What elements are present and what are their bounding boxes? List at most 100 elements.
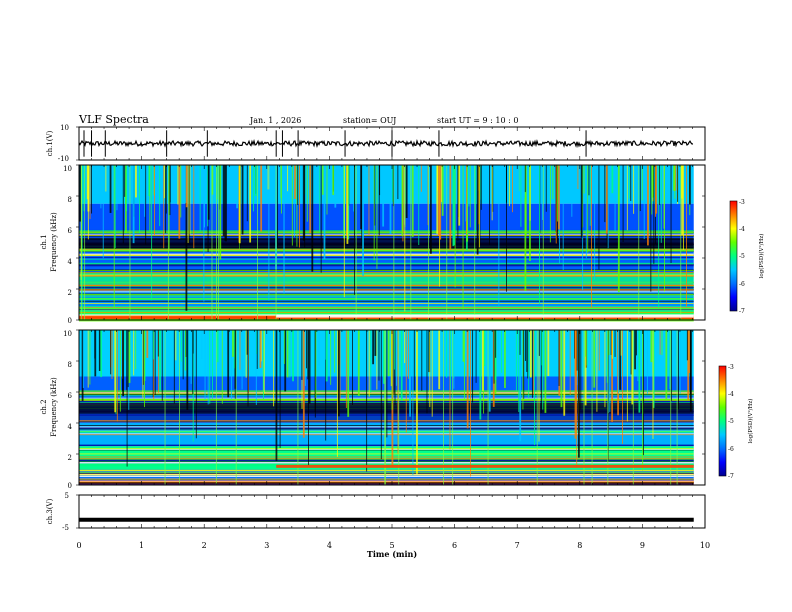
impulsive-streak (454, 165, 456, 288)
impulsive-streak (193, 165, 195, 249)
xtick-4: 4 (327, 541, 332, 550)
narrowband-line (79, 483, 694, 485)
impulsive-streak (493, 330, 495, 384)
fullheight-line (676, 330, 678, 485)
ch1-ticks (76, 126, 706, 161)
impulsive-streak (199, 165, 201, 232)
impulsive-streak (149, 165, 151, 232)
impulsive-streak (207, 165, 209, 227)
impulsive-streak (308, 165, 310, 202)
impulsive-streak (308, 330, 311, 404)
impulsive-streak (122, 330, 125, 397)
impulsive-streak (479, 165, 481, 246)
impulsive-streak (607, 165, 609, 249)
impulsive-streak (87, 165, 90, 212)
narrowband-line (79, 254, 694, 257)
impulsive-streak (209, 330, 211, 404)
impulsive-streak (688, 330, 691, 374)
impulsive-streak (273, 330, 275, 407)
impulsive-streak (152, 330, 154, 398)
impulsive-streak (674, 330, 676, 357)
impulsive-streak (502, 165, 504, 197)
fullheight-line (211, 165, 213, 320)
impulsive-streak (308, 330, 309, 466)
impulsive-streak (408, 330, 410, 379)
impulsive-streak (386, 330, 388, 438)
ch2-colorbar-label: log(PSD)(V²/Hz) (747, 399, 754, 444)
fullheight-line (129, 165, 131, 320)
narrowband-line (79, 433, 694, 435)
fullheight-line (164, 330, 166, 485)
impulsive-streak (462, 165, 464, 310)
impulsive-streak (126, 330, 128, 467)
impulsive-streak (185, 165, 188, 208)
impulsive-streak (630, 330, 632, 375)
impulsive-streak (296, 165, 298, 247)
impulsive-streak (405, 165, 408, 219)
fullheight-line (536, 330, 538, 485)
step-change-band (276, 464, 694, 468)
impulsive-streak (184, 330, 186, 371)
impulsive-streak (219, 165, 222, 260)
xtick-2: 2 (202, 541, 207, 550)
impulsive-streak (498, 165, 500, 306)
ch2-spec-ylabel-frequency: Frequency (kHz) (50, 377, 58, 437)
narrowband-line (79, 281, 694, 284)
impulsive-streak (658, 165, 660, 206)
impulsive-streak (301, 330, 303, 380)
fullheight-line (487, 330, 489, 485)
station-label: station= OUJ (343, 116, 396, 125)
impulsive-streak (452, 165, 455, 247)
narrowband-line (79, 262, 694, 264)
impulsive-streak (674, 165, 676, 199)
impulsive-streak (297, 165, 299, 206)
narrowband-line (79, 257, 694, 258)
impulsive-streak (304, 330, 306, 386)
impulsive-streak (311, 165, 314, 272)
impulsive-streak (574, 330, 577, 439)
impulsive-streak (145, 165, 147, 245)
impulsive-streak (139, 165, 140, 234)
impulsive-streak (353, 165, 355, 212)
ch1-colorbar-label: log(PSD)(V²/Hz) (758, 234, 765, 279)
impulsive-streak (256, 330, 258, 369)
impulsive-streak (524, 165, 527, 291)
fullheight-line (257, 165, 258, 320)
impulsive-streak (337, 330, 340, 417)
impulsive-streak (180, 165, 182, 218)
narrowband-line (79, 448, 694, 450)
narrowband-line (79, 431, 694, 433)
impulsive-streak (124, 165, 126, 197)
impulsive-streak (302, 165, 305, 241)
impulsive-streak (637, 330, 639, 382)
fullheight-line (583, 330, 585, 485)
impulsive-streak (457, 165, 459, 241)
impulsive-streak (232, 330, 234, 357)
fullheight-line (632, 330, 634, 485)
impulsive-streak (598, 330, 600, 371)
fullheight-line (393, 165, 395, 320)
impulsive-streak (577, 330, 580, 458)
fullheight-line (607, 330, 609, 485)
impulsive-streak (177, 165, 179, 205)
impulsive-streak (492, 165, 494, 212)
impulsive-streak (89, 330, 91, 385)
impulsive-streak (82, 330, 84, 388)
impulsive-streak (631, 330, 634, 405)
impulsive-streak (119, 330, 121, 412)
impulsive-streak (542, 330, 544, 410)
impulsive-streak (531, 330, 533, 398)
impulsive-streak (576, 330, 578, 467)
impulsive-streak (98, 330, 101, 371)
impulsive-streak (587, 165, 589, 253)
impulsive-streak (577, 165, 579, 190)
ch1-spec-ylabel-channel: ch.1 (40, 234, 48, 249)
impulsive-streak (569, 330, 571, 396)
impulsive-streak (466, 165, 467, 235)
impulsive-streak (650, 165, 652, 292)
impulsive-streak (393, 330, 395, 370)
impulsive-streak (409, 330, 411, 417)
impulsive-streak (481, 330, 484, 391)
impulsive-streak (428, 330, 431, 373)
fullheight-line (235, 330, 237, 485)
